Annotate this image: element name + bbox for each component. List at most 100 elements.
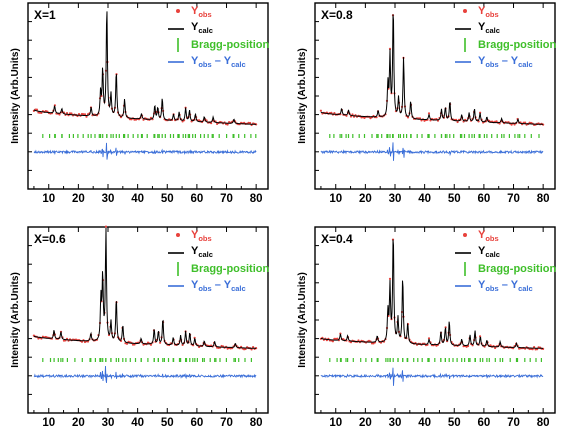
legend-observed-label: Yobs (478, 5, 499, 19)
plot-frame (314, 226, 556, 414)
x-tick-label: 30 (102, 193, 115, 205)
legend-difference-label: Yobs – Ycalc (191, 279, 246, 293)
observed-point (531, 348, 534, 351)
observed-point (77, 113, 81, 116)
x-tick-label: 50 (161, 193, 174, 205)
legend-calculated-label: Ycalc (478, 245, 500, 259)
legend-observed-label: Yobs (191, 5, 212, 19)
legend: Yobs Ycalc Bragg-position Yobs – Ycalc (455, 5, 556, 69)
observed-point (133, 343, 136, 346)
bragg-positions (42, 358, 252, 362)
x-tick-label: 30 (102, 417, 115, 429)
chart-panel-2: 10 20 30 40 50 60 70 80 Intensity (Arb.Units) X=0… (297, 2, 556, 205)
observed-point (331, 340, 334, 343)
legend-observed-marker (176, 233, 180, 237)
panel-title: X=1 (34, 8, 56, 22)
x-tick-label: 20 (359, 417, 372, 429)
legend-calculated-label: Ycalc (478, 21, 500, 35)
x-tick-label: 80 (250, 193, 263, 205)
chart-panel-4: 10 20 30 40 50 60 70 80 Intensity (Arb.Units) X=0… (297, 226, 556, 429)
observed-point (351, 113, 354, 116)
observed-point (35, 108, 39, 111)
legend-difference-label: Yobs – Ycalc (478, 279, 533, 293)
x-tick-label: 10 (329, 193, 342, 205)
x-tick-label: 70 (220, 417, 233, 429)
legend-observed-label: Yobs (191, 229, 212, 243)
calculated-line (33, 227, 257, 349)
plot-frame (314, 2, 556, 190)
x-tick-label: 70 (220, 193, 233, 205)
legend-difference-label: Yobs – Ycalc (191, 55, 246, 69)
legend-bragg-label: Bragg-position (478, 39, 556, 51)
legend-observed-marker (463, 233, 467, 237)
legend: Yobs Ycalc Bragg-position Yobs – Ycalc (168, 5, 269, 69)
x-tick-label: 40 (131, 417, 144, 429)
observed-point (58, 113, 61, 116)
x-tick-label: 10 (329, 417, 342, 429)
observed-point (510, 123, 513, 126)
difference-line (320, 142, 544, 161)
panel-title: X=0.4 (321, 232, 353, 246)
legend-difference-label: Yobs – Ycalc (478, 55, 533, 69)
plot-frame (27, 2, 269, 190)
y-axis-label: Intensity (Arb.Units) (10, 48, 21, 144)
x-tick-label: 60 (477, 193, 490, 205)
observed-point (159, 341, 162, 344)
x-tick-label: 60 (190, 417, 203, 429)
observed-point (333, 112, 336, 115)
calculated-line (320, 239, 544, 349)
observed-point (479, 335, 482, 338)
x-tick-label: 60 (477, 417, 490, 429)
bragg-positions (329, 134, 540, 138)
bragg-positions (329, 358, 542, 362)
observed-point (319, 109, 322, 112)
x-tick-label: 40 (131, 193, 144, 205)
observed-point (427, 112, 431, 115)
legend-observed-marker (463, 9, 467, 13)
x-tick-label: 20 (359, 193, 372, 205)
legend-bragg-label: Bragg-position (191, 263, 269, 275)
x-tick-label: 80 (537, 417, 550, 429)
observed-point (80, 340, 84, 343)
y-axis-label: Intensity (Arb.Units) (10, 272, 21, 368)
legend-observed-marker (176, 9, 180, 13)
observed-point (494, 346, 497, 350)
observed-point (83, 113, 87, 116)
observed-point (357, 339, 360, 342)
x-tick-label: 40 (418, 193, 431, 205)
observed-point (100, 94, 103, 98)
observed-point (125, 342, 129, 345)
legend-calculated-label: Ycalc (191, 21, 213, 35)
observed-point (349, 341, 353, 344)
calculated-line (320, 14, 544, 125)
chart-panel-3: 10 20 30 40 50 60 70 80 Intensity (Arb.Units) X=0… (10, 225, 269, 429)
observed-point (70, 112, 73, 115)
plot-frame (27, 226, 269, 414)
x-tick-label: 70 (507, 193, 520, 205)
legend: Yobs Ycalc Bragg-position Yobs – Ycalc (455, 229, 556, 293)
observed-point (456, 120, 459, 124)
observed-point (104, 225, 108, 228)
x-tick-label: 10 (42, 417, 55, 429)
observed-point (226, 123, 229, 126)
observed-point (336, 337, 339, 340)
difference-line (33, 142, 257, 160)
observed-point (149, 343, 153, 346)
observed-point (40, 111, 43, 114)
x-tick-label: 80 (250, 417, 263, 429)
x-tick-label: 50 (448, 417, 461, 429)
panel-title: X=0.8 (321, 8, 353, 22)
observed-point (388, 277, 392, 280)
panel-title: X=0.6 (34, 232, 66, 246)
observed-point (252, 346, 255, 349)
x-tick-label: 70 (507, 417, 520, 429)
observed-point (250, 348, 253, 351)
observed-point (249, 121, 252, 125)
x-tick-label: 10 (42, 193, 55, 205)
legend: Yobs Ycalc Bragg-position Yobs – Ycalc (168, 229, 269, 293)
observed-point (193, 336, 196, 339)
x-tick-label: 80 (537, 193, 550, 205)
x-tick-label: 20 (72, 193, 85, 205)
difference-line (33, 365, 257, 383)
